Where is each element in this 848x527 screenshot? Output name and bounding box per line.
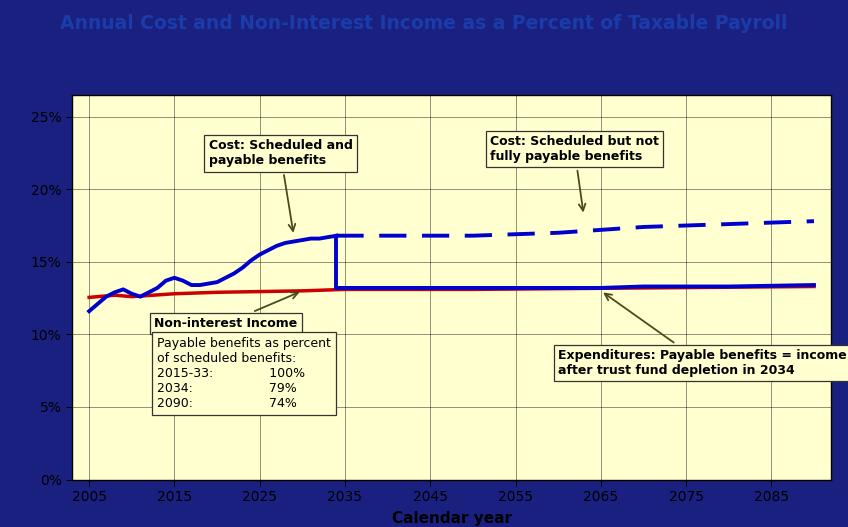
Text: Expenditures: Payable benefits = income
after trust fund depletion in 2034: Expenditures: Payable benefits = income … (558, 294, 847, 377)
Text: Cost: Scheduled and
payable benefits: Cost: Scheduled and payable benefits (209, 140, 353, 231)
X-axis label: Calendar year: Calendar year (392, 511, 511, 526)
Text: Non-interest Income: Non-interest Income (154, 292, 298, 330)
Text: Annual Cost and Non-Interest Income as a Percent of Taxable Payroll: Annual Cost and Non-Interest Income as a… (60, 14, 788, 33)
Text: Cost: Scheduled but not
fully payable benefits: Cost: Scheduled but not fully payable be… (490, 135, 659, 211)
Text: Payable benefits as percent
of scheduled benefits:
2015-33:              100%
20: Payable benefits as percent of scheduled… (158, 337, 332, 411)
